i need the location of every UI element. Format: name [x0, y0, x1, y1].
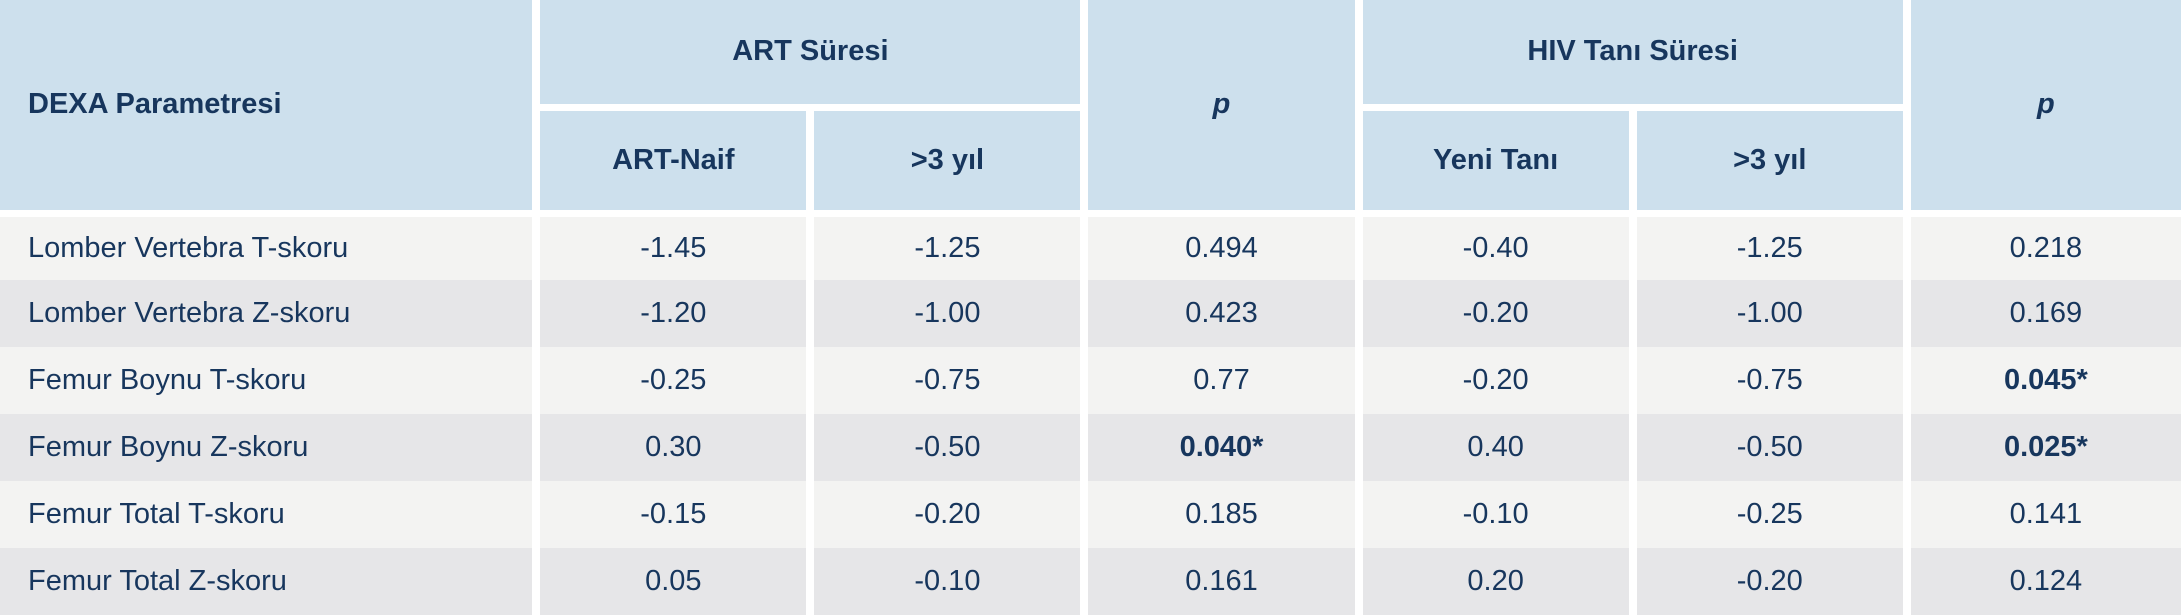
cell-hiv-new: -0.20 — [1354, 280, 1633, 347]
table-header: DEXA Parametresi ART Süresi p HIV Tanı S… — [0, 0, 2181, 217]
cell-p-hiv: 0.045* — [1902, 347, 2181, 414]
cell-parameter: Femur Boynu T-skoru — [0, 347, 537, 414]
cell-parameter: Femur Boynu Z-skoru — [0, 414, 537, 481]
cell-art-gt3: -0.75 — [806, 347, 1085, 414]
column-group-hiv-diagnosis-duration: HIV Tanı Süresi — [1354, 0, 1907, 111]
cell-p-art: 0.040* — [1080, 414, 1359, 481]
cell-art-gt3: -1.25 — [806, 213, 1085, 280]
cell-p-hiv: 0.169 — [1902, 280, 2181, 347]
header-group-row: DEXA Parametresi ART Süresi p HIV Tanı S… — [0, 0, 2181, 217]
cell-art-naive: -0.25 — [532, 347, 811, 414]
cell-p-hiv: 0.218 — [1902, 213, 2181, 280]
cell-parameter: Lomber Vertebra T-skoru — [0, 213, 537, 280]
table-row: Lomber Vertebra Z-skoru -1.20 -1.00 0.42… — [0, 280, 2181, 347]
cell-hiv-new: 0.20 — [1354, 548, 1633, 615]
cell-hiv-new: -0.20 — [1354, 347, 1633, 414]
cell-art-gt3: -0.50 — [806, 414, 1085, 481]
column-group-art-duration: ART Süresi — [532, 0, 1085, 111]
cell-parameter: Femur Total T-skoru — [0, 481, 537, 548]
column-header-hiv-gt3yil: >3 yıl — [1628, 107, 1907, 217]
cell-art-naive: 0.30 — [532, 414, 811, 481]
cell-art-naive: -1.45 — [532, 213, 811, 280]
cell-p-hiv: 0.141 — [1902, 481, 2181, 548]
cell-p-art: 0.161 — [1080, 548, 1359, 615]
cell-parameter: Lomber Vertebra Z-skoru — [0, 280, 537, 347]
cell-hiv-gt3: -0.50 — [1628, 414, 1907, 481]
column-header-art-gt3yil: >3 yıl — [806, 107, 1085, 217]
table-row: Femur Boynu T-skoru -0.25 -0.75 0.77 -0.… — [0, 347, 2181, 414]
cell-art-naive: 0.05 — [532, 548, 811, 615]
cell-p-hiv: 0.124 — [1902, 548, 2181, 615]
column-header-dexa-parameter: DEXA Parametresi — [0, 0, 537, 217]
cell-art-naive: -1.20 — [532, 280, 811, 347]
cell-hiv-new: -0.40 — [1354, 213, 1633, 280]
cell-art-naive: -0.15 — [532, 481, 811, 548]
cell-hiv-new: -0.10 — [1354, 481, 1633, 548]
column-header-p-hiv: p — [1902, 0, 2181, 217]
cell-hiv-gt3: -1.25 — [1628, 213, 1907, 280]
cell-hiv-gt3: -0.75 — [1628, 347, 1907, 414]
cell-p-art: 0.423 — [1080, 280, 1359, 347]
cell-parameter: Femur Total Z-skoru — [0, 548, 537, 615]
cell-p-hiv: 0.025* — [1902, 414, 2181, 481]
cell-p-art: 0.185 — [1080, 481, 1359, 548]
table-body: Lomber Vertebra T-skoru -1.45 -1.25 0.49… — [0, 213, 2181, 615]
cell-art-gt3: -0.20 — [806, 481, 1085, 548]
table-row: Lomber Vertebra T-skoru -1.45 -1.25 0.49… — [0, 213, 2181, 280]
cell-hiv-gt3: -0.20 — [1628, 548, 1907, 615]
cell-art-gt3: -0.10 — [806, 548, 1085, 615]
table-row: Femur Total T-skoru -0.15 -0.20 0.185 -0… — [0, 481, 2181, 548]
cell-hiv-gt3: -0.25 — [1628, 481, 1907, 548]
cell-p-art: 0.77 — [1080, 347, 1359, 414]
cell-art-gt3: -1.00 — [806, 280, 1085, 347]
cell-hiv-new: 0.40 — [1354, 414, 1633, 481]
cell-hiv-gt3: -1.00 — [1628, 280, 1907, 347]
cell-p-art: 0.494 — [1080, 213, 1359, 280]
table-row: Femur Boynu Z-skoru 0.30 -0.50 0.040* 0.… — [0, 414, 2181, 481]
column-header-p-art: p — [1080, 0, 1359, 217]
column-header-art-naive: ART-Naif — [532, 107, 811, 217]
header-sub-row: ART-Naif >3 yıl Yeni Tanı >3 yıl — [0, 107, 2181, 217]
table-row: Femur Total Z-skoru 0.05 -0.10 0.161 0.2… — [0, 548, 2181, 615]
column-header-hiv-yeni-tani: Yeni Tanı — [1354, 107, 1633, 217]
